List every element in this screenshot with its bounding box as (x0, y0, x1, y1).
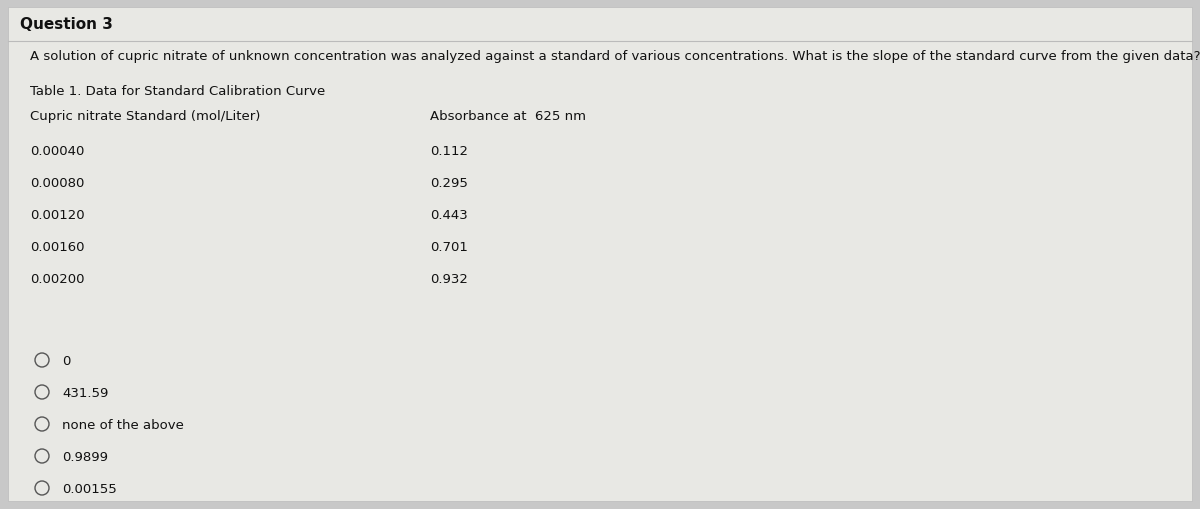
Text: none of the above: none of the above (62, 418, 184, 431)
Text: Absorbance at  625 nm: Absorbance at 625 nm (430, 110, 586, 123)
Text: Table 1. Data for Standard Calibration Curve: Table 1. Data for Standard Calibration C… (30, 85, 325, 98)
Text: 0.00160: 0.00160 (30, 241, 84, 253)
Text: 0.443: 0.443 (430, 209, 468, 221)
Text: 0.00040: 0.00040 (30, 145, 84, 158)
Text: 0.00155: 0.00155 (62, 482, 116, 495)
Text: 0.701: 0.701 (430, 241, 468, 253)
Text: A solution of cupric nitrate of unknown concentration was analyzed against a sta: A solution of cupric nitrate of unknown … (30, 50, 1200, 63)
Text: 0.00200: 0.00200 (30, 272, 84, 286)
Text: Question 3: Question 3 (20, 17, 113, 32)
Text: Cupric nitrate Standard (mol/Liter): Cupric nitrate Standard (mol/Liter) (30, 110, 260, 123)
Text: 431.59: 431.59 (62, 386, 108, 399)
Text: 0: 0 (62, 354, 71, 367)
Text: 0.295: 0.295 (430, 177, 468, 190)
Text: 0.00120: 0.00120 (30, 209, 85, 221)
FancyBboxPatch shape (8, 8, 1192, 501)
Text: 0.932: 0.932 (430, 272, 468, 286)
Text: 0.112: 0.112 (430, 145, 468, 158)
Text: 0.00080: 0.00080 (30, 177, 84, 190)
Text: 0.9899: 0.9899 (62, 450, 108, 463)
